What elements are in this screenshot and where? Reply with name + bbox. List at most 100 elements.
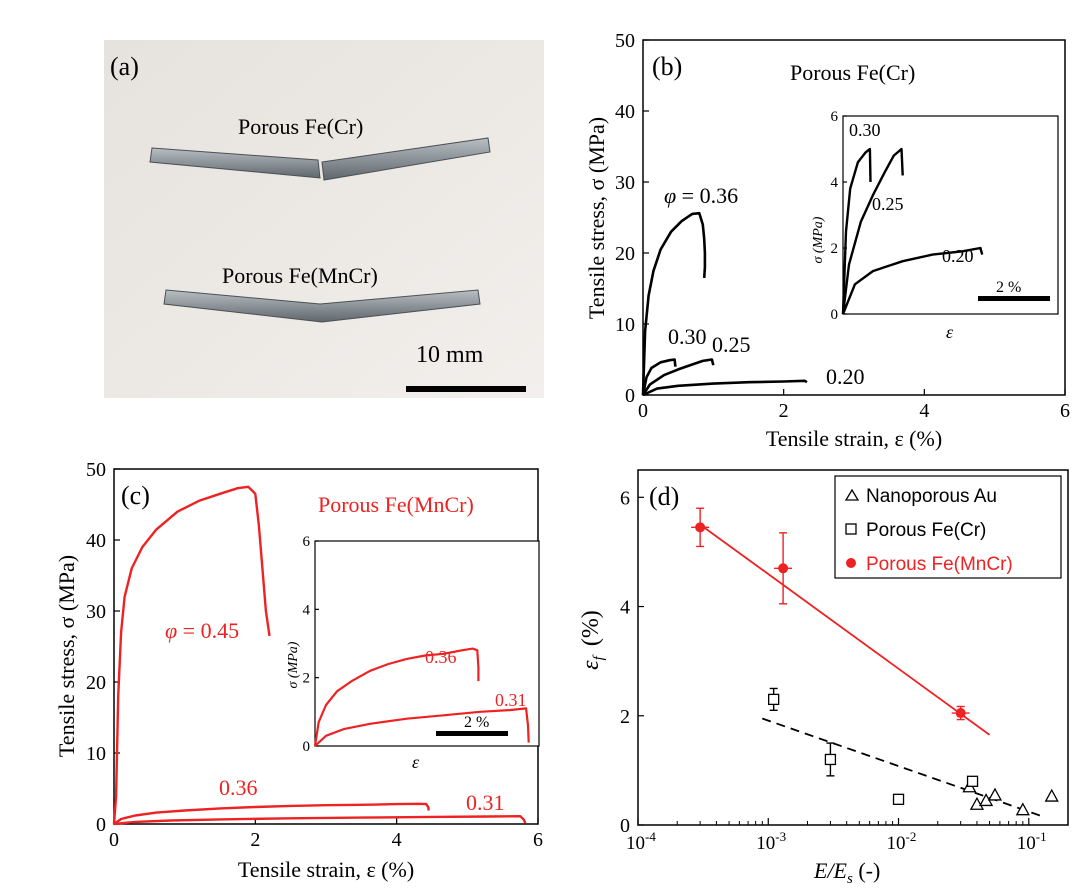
inset-series-group bbox=[841, 147, 984, 315]
x-axis-ticks: 0 2 4 6 bbox=[638, 389, 1070, 422]
y-axis-ticks: 0 10 20 30 40 50 bbox=[615, 30, 649, 407]
panel-b-label: (b) bbox=[652, 52, 682, 81]
point-porous-fecr bbox=[966, 775, 979, 787]
y-tick-label: 0 bbox=[625, 385, 635, 407]
y-tick-label: 6 bbox=[831, 109, 839, 125]
legend-marker-square bbox=[845, 523, 857, 535]
point-nanoporous-au bbox=[1015, 802, 1030, 816]
panel-d: (d) 0 2 4 6 10-4 10-3 10-2 10-1 εf (%) E/Es (-)… bbox=[578, 469, 1069, 887]
rod-femncr bbox=[163, 289, 481, 323]
series-label-025: 0.25 bbox=[712, 332, 751, 357]
point-nanoporous-au bbox=[969, 796, 985, 810]
point-porous-fecr bbox=[892, 793, 905, 805]
y-tick-label: 10 bbox=[615, 314, 635, 336]
x-tick-label: 4 bbox=[392, 829, 402, 851]
series-line-0-20 bbox=[642, 379, 808, 397]
x-tick-label: 6 bbox=[1060, 400, 1070, 422]
series-line-0-25 bbox=[641, 358, 715, 396]
y-axis-label: Tensile stress, σ (MPa) bbox=[584, 117, 609, 319]
y-tick-label: 40 bbox=[615, 101, 635, 123]
inset-label-025: 0.25 bbox=[872, 194, 904, 214]
series-label-036: 0.36 bbox=[219, 775, 258, 800]
y-tick-label: 50 bbox=[86, 459, 106, 481]
scale-bar-label: 10 mm bbox=[416, 342, 484, 368]
inset-series-group bbox=[313, 647, 530, 747]
legend-entry-porous-fecr: Porous Fe(Cr) bbox=[866, 520, 986, 541]
panel-d-label: (d) bbox=[649, 482, 679, 511]
inset-x-label: ε bbox=[946, 322, 954, 342]
plot-b-frame bbox=[642, 39, 1066, 396]
inset-scale-bar bbox=[436, 731, 508, 736]
inset-label-020: 0.20 bbox=[942, 246, 974, 266]
y-axis-label: Tensile stress, σ (MPa) bbox=[54, 555, 79, 757]
series-label-045: φ = 0.45 bbox=[165, 618, 239, 643]
y-tick-label: 30 bbox=[615, 172, 635, 194]
inset-label-031: 0.31 bbox=[495, 690, 527, 710]
inset-b-frame bbox=[842, 115, 1059, 315]
panel-a: (a) Porous Fe(Cr) Porous Fe(MnCr) 10 mm bbox=[104, 40, 544, 398]
x-tick-label: 10-3 bbox=[756, 829, 786, 854]
y-tick-label: 2 bbox=[831, 241, 839, 257]
series-label-036: φ = 0.36 bbox=[664, 183, 738, 208]
series-label-020: 0.20 bbox=[826, 364, 865, 389]
rod-fecr-left bbox=[149, 147, 321, 179]
y-tick-label: 0 bbox=[303, 739, 311, 755]
series-line-0-25 bbox=[841, 147, 904, 315]
series-line-0-31 bbox=[314, 707, 530, 747]
x-tick-label: 10-1 bbox=[1017, 829, 1047, 854]
inset-y-ticks: 0 2 4 6 bbox=[303, 534, 319, 755]
x-axis-label: E/Es (-) bbox=[813, 858, 880, 887]
inset-x-label: ε bbox=[412, 752, 420, 772]
point-porous-fecr bbox=[824, 753, 837, 766]
point-porous-femncr bbox=[955, 708, 966, 719]
panel-c-label: (c) bbox=[121, 481, 150, 510]
inset-scale-bar bbox=[978, 296, 1050, 301]
y-tick-label: 0 bbox=[96, 814, 106, 836]
series-line-0-31 bbox=[113, 815, 527, 826]
y-tick-label: 4 bbox=[303, 602, 311, 618]
y-axis-ticks: 0 2 4 6 bbox=[620, 487, 644, 837]
x-axis-label: Tensile strain, ε (%) bbox=[238, 857, 414, 882]
y-tick-label: 4 bbox=[620, 597, 630, 619]
legend-marker-circle bbox=[846, 558, 856, 568]
inset-label-036: 0.36 bbox=[425, 647, 457, 667]
point-nanoporous-au bbox=[1044, 788, 1059, 802]
x-tick-label: 10-4 bbox=[626, 829, 656, 854]
y-tick-label: 6 bbox=[620, 487, 630, 509]
inset-scale-label: 2 % bbox=[996, 279, 1021, 296]
x-tick-label: 10-2 bbox=[887, 829, 917, 854]
y-tick-label: 20 bbox=[86, 672, 106, 694]
y-tick-label: 4 bbox=[831, 175, 839, 191]
x-tick-label: 0 bbox=[638, 400, 648, 422]
photo-background bbox=[104, 40, 544, 398]
y-tick-label: 0 bbox=[831, 307, 839, 323]
y-axis-label-main: ε bbox=[578, 660, 604, 670]
inset-y-label: σ (MPa) bbox=[811, 216, 826, 263]
panel-a-label: (a) bbox=[110, 52, 139, 81]
y-axis-label-sub: f bbox=[591, 654, 607, 660]
point-porous-femncr bbox=[695, 522, 706, 533]
series-line-0-36 bbox=[313, 647, 480, 747]
plot-c-title: Porous Fe(MnCr) bbox=[318, 492, 474, 517]
point-porous-femncr bbox=[778, 563, 789, 574]
y-axis-ticks: 0 10 20 30 40 50 bbox=[86, 459, 120, 836]
y-tick-label: 6 bbox=[303, 534, 311, 550]
series-group bbox=[641, 211, 808, 397]
series-line-0-20 bbox=[841, 246, 984, 315]
inset-scale-label: 2 % bbox=[464, 714, 489, 731]
x-axis-label-main: E/E bbox=[813, 858, 848, 883]
legend-entry-nanoporous-au: Nanoporous Au bbox=[866, 486, 997, 507]
y-tick-label: 2 bbox=[303, 671, 311, 687]
y-axis-label-suffix: (%) bbox=[578, 610, 604, 646]
series-label-031: 0.31 bbox=[466, 790, 505, 815]
point-porous-fecr bbox=[768, 693, 780, 706]
series-group bbox=[112, 485, 527, 826]
rod-fecr-right bbox=[321, 137, 491, 181]
scale-bar bbox=[406, 386, 526, 392]
series-label-030: 0.30 bbox=[668, 324, 707, 349]
x-tick-label: 6 bbox=[533, 829, 543, 851]
x-axis-label: Tensile strain, ε (%) bbox=[766, 426, 942, 451]
inset-y-label: σ (MPa) bbox=[286, 641, 301, 688]
